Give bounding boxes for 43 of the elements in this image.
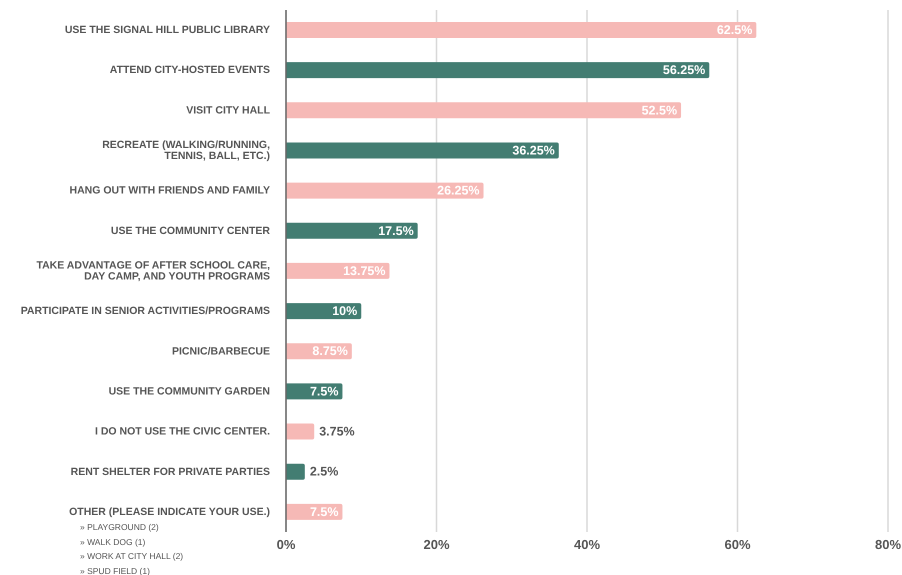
y-tick-label: TAKE ADVANTAGE OF AFTER SCHOOL CARE, DAY CAMP, AND YOUTH PROGRAMS — [36, 260, 270, 282]
y-tick-label: PARTICIPATE IN SENIOR ACTIVITIES/PROGRAMS — [20, 305, 270, 318]
data-label: 7.5% — [310, 504, 338, 519]
bar — [286, 424, 314, 440]
data-label: 2.5% — [310, 464, 338, 479]
data-label: 36.25% — [512, 143, 555, 158]
y-tick-label: OTHER (PLEASE INDICATE YOUR USE.) — [69, 506, 270, 518]
y-tick-label: HANG OUT WITH FRIENDS AND FAMILY — [70, 184, 270, 197]
y-tick-label: RENT SHELTER FOR PRIVATE PARTIES — [70, 466, 270, 478]
data-label: 56.25% — [662, 63, 706, 78]
x-tick-label: 20% — [423, 537, 450, 552]
bar — [286, 142, 559, 158]
y-tick-label: VISIT CITY HALL — [186, 104, 271, 116]
text: » SPUD FIELD (1) — [80, 564, 151, 575]
bar — [286, 22, 756, 38]
data-label: 10% — [332, 304, 358, 318]
y-tick-label: I DO NOT USE THE CIVIC CENTER. — [94, 426, 270, 438]
y-tick-label: USE THE COMMUNITY GARDEN — [108, 385, 270, 398]
bar — [286, 222, 418, 239]
bar — [286, 102, 682, 118]
data-label: 52.5% — [642, 103, 678, 118]
y-tick-label: USE THE SIGNAL HILL PUBLIC LIBRARY — [64, 24, 270, 36]
data-label: 7.5% — [310, 384, 338, 398]
data-label: 26.25% — [437, 184, 480, 198]
data-label: 17.5% — [378, 224, 414, 238]
bar — [286, 464, 305, 480]
x-tick-label: 80% — [874, 537, 902, 552]
x-tick-label: 0% — [276, 537, 296, 552]
data-label: 13.75% — [343, 264, 386, 278]
bar — [286, 182, 484, 199]
y-tick-label: USE THE COMMUNITY CENTER — [110, 224, 270, 237]
text: » WALK DOG (1) — [80, 536, 146, 549]
data-label: 62.5% — [716, 23, 752, 37]
text: » WORK AT CITY HALL (2) — [80, 550, 184, 563]
x-tick-label: 40% — [574, 537, 600, 552]
x-tick-label: 60% — [724, 537, 751, 552]
y-tick-label: RECREATE (WALKING/RUNNING, TENNIS, BALL, ETC.) — [102, 139, 270, 162]
y-tick-label: PICNIC/BARBECUE — [172, 345, 270, 358]
y-tick-label: ATTEND CITY-HOSTED EVENTS — [110, 64, 270, 76]
bar — [286, 62, 710, 78]
text: » PLAYGROUND (2) — [80, 521, 160, 534]
data-label: 3.75% — [319, 424, 355, 439]
data-label: 8.75% — [312, 344, 348, 358]
